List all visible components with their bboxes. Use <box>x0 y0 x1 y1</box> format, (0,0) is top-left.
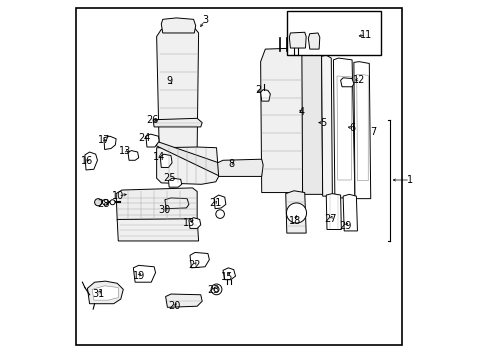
Text: 6: 6 <box>348 123 354 133</box>
Polygon shape <box>333 58 354 198</box>
Polygon shape <box>165 294 202 307</box>
Circle shape <box>215 210 224 219</box>
Circle shape <box>214 287 219 292</box>
Text: 19: 19 <box>132 271 144 281</box>
Polygon shape <box>340 78 353 87</box>
Polygon shape <box>214 195 225 209</box>
Text: 25: 25 <box>163 173 175 183</box>
Text: 31: 31 <box>92 289 104 299</box>
Text: 29: 29 <box>339 221 351 231</box>
Polygon shape <box>188 218 201 228</box>
Polygon shape <box>128 150 139 160</box>
Polygon shape <box>92 286 118 300</box>
Polygon shape <box>156 141 221 176</box>
Polygon shape <box>168 178 182 187</box>
Polygon shape <box>308 33 319 49</box>
Text: 21: 21 <box>208 198 221 208</box>
Polygon shape <box>160 154 172 167</box>
Polygon shape <box>356 74 367 181</box>
Polygon shape <box>285 191 305 233</box>
Text: 26: 26 <box>145 115 158 125</box>
Circle shape <box>94 199 102 206</box>
Text: 1: 1 <box>407 175 412 185</box>
Text: 13: 13 <box>183 218 195 228</box>
Text: 14: 14 <box>153 152 165 162</box>
Polygon shape <box>325 194 341 229</box>
Circle shape <box>102 199 108 205</box>
Polygon shape <box>161 18 195 33</box>
Polygon shape <box>116 188 197 220</box>
Polygon shape <box>85 152 97 170</box>
Text: 24: 24 <box>138 133 151 143</box>
Polygon shape <box>301 51 322 194</box>
Circle shape <box>211 284 222 295</box>
Polygon shape <box>223 268 235 280</box>
Text: 30: 30 <box>159 206 171 216</box>
Bar <box>286 12 380 55</box>
Text: 13: 13 <box>119 145 131 156</box>
Text: 3: 3 <box>202 15 208 26</box>
Polygon shape <box>117 219 198 241</box>
Text: 12: 12 <box>352 75 365 85</box>
Text: 11: 11 <box>360 30 372 40</box>
Text: 22: 22 <box>188 260 200 270</box>
Text: 28: 28 <box>98 199 110 210</box>
Polygon shape <box>217 159 263 176</box>
Polygon shape <box>336 76 351 180</box>
Text: 7: 7 <box>369 127 375 136</box>
Polygon shape <box>156 147 218 184</box>
Polygon shape <box>104 136 116 149</box>
Text: 20: 20 <box>168 301 181 311</box>
Polygon shape <box>260 48 302 193</box>
Polygon shape <box>321 55 332 196</box>
Polygon shape <box>353 62 370 199</box>
Text: 2: 2 <box>254 85 261 95</box>
Text: 17: 17 <box>98 135 110 145</box>
Text: 4: 4 <box>298 107 305 117</box>
Polygon shape <box>133 265 155 282</box>
Text: 15: 15 <box>221 272 233 282</box>
Polygon shape <box>145 134 159 147</box>
Text: 16: 16 <box>81 156 93 166</box>
Text: 10: 10 <box>112 191 124 201</box>
Polygon shape <box>156 28 198 152</box>
Circle shape <box>286 203 306 223</box>
Polygon shape <box>190 252 209 268</box>
Polygon shape <box>343 194 357 231</box>
Text: 23: 23 <box>206 285 219 295</box>
Text: 27: 27 <box>324 215 336 224</box>
Text: 9: 9 <box>166 76 172 86</box>
Polygon shape <box>87 281 123 304</box>
Polygon shape <box>164 198 188 209</box>
Polygon shape <box>260 90 270 101</box>
Text: 8: 8 <box>228 159 234 169</box>
Polygon shape <box>289 32 305 48</box>
Text: 5: 5 <box>320 118 326 128</box>
Text: 18: 18 <box>288 216 300 226</box>
Polygon shape <box>153 118 202 127</box>
Circle shape <box>110 200 115 205</box>
